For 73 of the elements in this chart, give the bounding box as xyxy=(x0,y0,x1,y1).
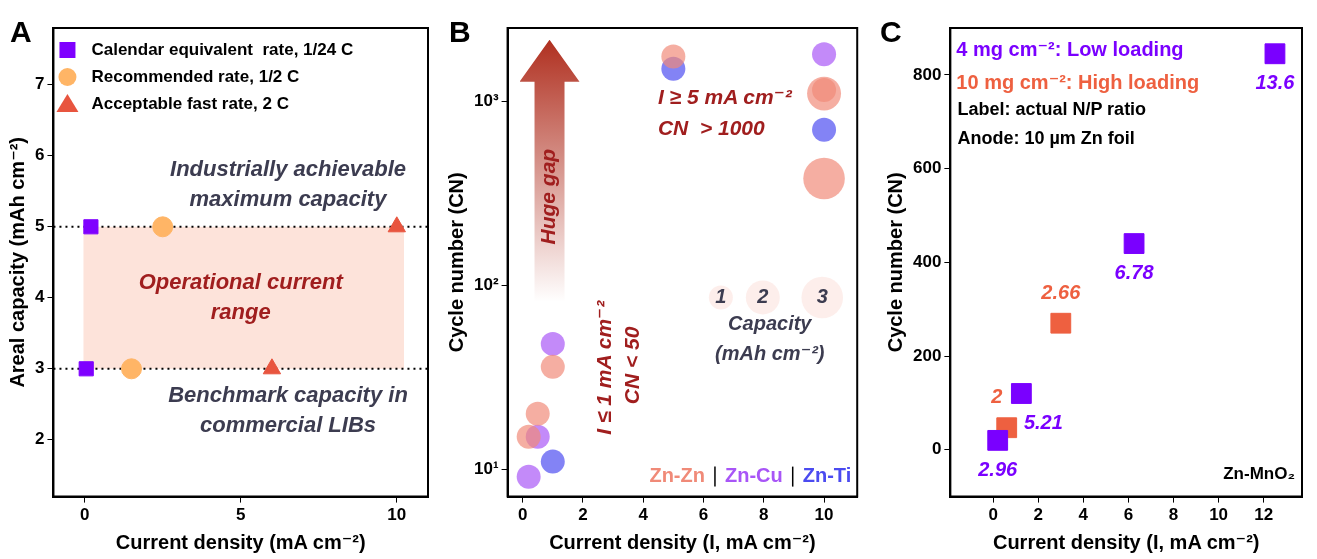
annotation: Zn-MnO₂ xyxy=(1223,464,1295,484)
annotation: CN > 1000 xyxy=(657,115,766,139)
annotation: 13.6 xyxy=(1255,71,1296,94)
annotation: I ≤ 1 mA cm⁻² xyxy=(592,299,616,435)
y-axis-title: Cycle number (CN) xyxy=(444,172,467,353)
text: Zn-Zn xyxy=(649,464,705,487)
annotation: Huge gap xyxy=(536,148,560,245)
y-tick-label: 5 xyxy=(34,216,45,236)
y-tick-label: 200 xyxy=(912,345,942,365)
y-tick-label: 800 xyxy=(912,64,942,84)
x-tick-label: 0 xyxy=(517,505,528,525)
x-tick-label: 6 xyxy=(1123,505,1134,525)
y-tick-label: 600 xyxy=(912,158,942,178)
x-tick-label: 2 xyxy=(578,505,588,525)
y-tick-label: 2 xyxy=(34,429,45,449)
x-tick-label: 0 xyxy=(988,505,998,525)
y-tick-label: 4 xyxy=(34,287,45,307)
y-axis-title: Areal capacity (mAh cm⁻²) xyxy=(5,136,28,388)
text: Zn-Cu xyxy=(724,464,783,487)
ref-line-label: Benchmark capacity in commercial LIBs xyxy=(168,381,408,437)
x-tick-label: 10 xyxy=(814,505,834,525)
annotation: 5.21 xyxy=(1023,411,1063,434)
point xyxy=(1010,383,1032,404)
text: 10 mg cm⁻²: High loading xyxy=(956,70,1200,93)
x-tick-label: 8 xyxy=(1168,505,1179,525)
annotation: 2 xyxy=(990,385,1003,408)
annotation: 2.66 xyxy=(1040,280,1082,303)
legend-label: 2 xyxy=(756,284,769,307)
point xyxy=(987,429,1009,451)
ref-line-label: Industrially achievable maximum capacity xyxy=(170,155,406,211)
y-tick-label: 0 xyxy=(931,439,942,459)
annotation: 2.96 xyxy=(977,457,1019,480)
y-tick-label: 10² xyxy=(473,274,499,294)
legend-label: 3 xyxy=(816,284,828,307)
x-tick-label: 4 xyxy=(638,505,649,525)
annotation: Anode: 10 µm Zn foil xyxy=(957,127,1135,148)
x-tick-label: 10 xyxy=(1209,505,1229,525)
y-tick-label: 10¹ xyxy=(473,458,499,478)
legend-label: 1 xyxy=(715,284,727,307)
y-tick-label: 6 xyxy=(34,145,45,165)
y-tick-label: 10³ xyxy=(473,90,499,110)
y-tick-label: 7 xyxy=(34,74,45,94)
band-label: Operational current range xyxy=(138,268,345,324)
legend-label: Calendar equivalent rate, 1/24 C xyxy=(91,39,354,59)
x-tick-label: 0 xyxy=(79,505,90,525)
annotation: Capacity (mAh cm⁻²) xyxy=(715,312,825,365)
point xyxy=(1264,43,1286,65)
x-axis-title: Current density (mA cm⁻²) xyxy=(115,530,366,553)
y-axis-title: Cycle number (CN) xyxy=(883,172,906,353)
x-tick-label: 4 xyxy=(1078,505,1089,525)
annotation: I ≥ 5 mA cm⁻² xyxy=(657,85,793,109)
x-tick-label: 6 xyxy=(698,505,709,525)
text: Zn-Ti xyxy=(802,464,852,487)
x-axis-title: Current density (I, mA cm⁻²) xyxy=(549,530,816,553)
point xyxy=(1123,233,1145,254)
annotation: 6.78 xyxy=(1114,261,1155,284)
point xyxy=(1050,312,1072,334)
x-tick-label: 2 xyxy=(1033,505,1044,525)
chart-title: B xyxy=(449,15,471,48)
chart-title: A xyxy=(10,15,32,48)
x-tick-label: 12 xyxy=(1254,505,1274,525)
legend-label: Acceptable fast rate, 2 C xyxy=(91,93,289,113)
legend-label: Recommended rate, 1/2 C xyxy=(91,66,300,86)
x-tick-label: 5 xyxy=(235,505,246,525)
x-tick-label: 10 xyxy=(387,505,407,525)
annotation: Label: actual N/P ratio xyxy=(957,98,1147,119)
y-tick-label: 400 xyxy=(912,251,942,271)
text: 4 mg cm⁻²: Low loading xyxy=(956,37,1184,60)
chart-title: C xyxy=(880,15,902,48)
x-axis-title: Current density (I, mA cm⁻²) xyxy=(992,530,1260,553)
x-tick-label: 8 xyxy=(759,505,769,525)
annotation: CN < 50 xyxy=(620,326,644,405)
y-tick-label: 3 xyxy=(34,358,45,378)
